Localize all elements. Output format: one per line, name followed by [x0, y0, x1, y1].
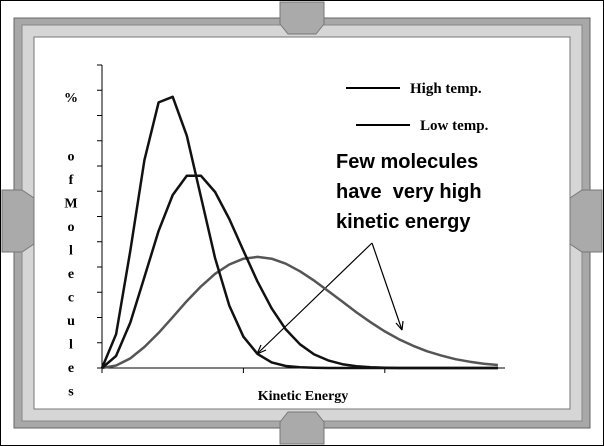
curve	[101, 174, 498, 370]
legend-label: High temp.	[410, 81, 482, 97]
arrows	[256, 242, 404, 355]
annotation-line: have very high	[336, 181, 482, 203]
tab-right	[569, 189, 603, 253]
content-area	[33, 36, 571, 410]
arrow-line	[256, 242, 373, 355]
legend-label: Low temp.	[420, 118, 489, 134]
curve	[101, 255, 499, 370]
tab-left	[1, 189, 35, 253]
x-axis-label: Kinetic Energy	[258, 389, 349, 404]
annotation-line: kinetic energy	[336, 211, 471, 233]
tab-top	[279, 1, 325, 35]
tab-bottom	[279, 411, 325, 445]
arrow-line	[371, 242, 403, 331]
annotation-line: Few molecules	[336, 151, 478, 173]
arrow-head	[395, 320, 404, 331]
